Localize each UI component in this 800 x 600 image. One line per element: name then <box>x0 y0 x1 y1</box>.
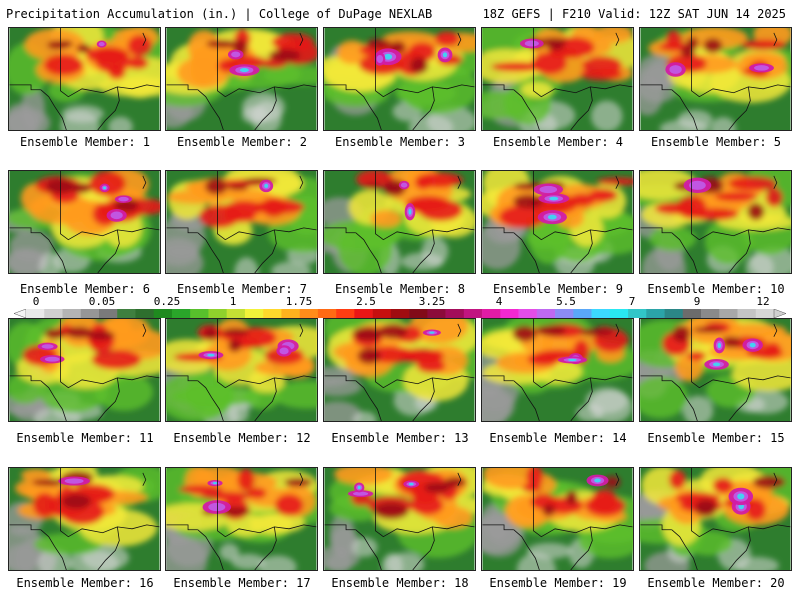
ensemble-member-map <box>481 27 634 131</box>
ensemble-member-caption: Ensemble Member: 9 <box>492 282 624 296</box>
colorbar-swatch <box>755 309 775 318</box>
ensemble-member-map <box>165 318 318 422</box>
ensemble-member-map <box>165 467 318 571</box>
ensemble-member-map <box>481 170 634 274</box>
legend-tick-label: 3.25 <box>418 295 446 308</box>
ensemble-member-map <box>323 27 476 131</box>
ensemble-member-map <box>639 27 792 131</box>
ensemble-member-map <box>323 467 476 571</box>
legend-tick-label: 0 <box>32 295 40 308</box>
colorbar-swatch <box>153 309 173 318</box>
ensemble-member-caption: Ensemble Member: 20 <box>647 576 785 590</box>
ensemble-member-map <box>639 170 792 274</box>
ensemble-member-caption: Ensemble Member: 5 <box>650 135 782 149</box>
legend-tick-label: 1 <box>229 295 237 308</box>
colorbar-swatch <box>646 309 665 318</box>
ensemble-member-caption: Ensemble Member: 17 <box>173 576 311 590</box>
colorbar-swatch <box>171 309 191 318</box>
ensemble-member-map <box>481 318 634 422</box>
ensemble-member-caption: Ensemble Member: 1 <box>19 135 151 149</box>
ensemble-member-caption: Ensemble Member: 2 <box>176 135 308 149</box>
colorbar-swatch <box>354 309 373 318</box>
colorbar-swatch <box>26 309 45 318</box>
colorbar-swatch <box>555 309 574 318</box>
ensemble-member-map <box>639 318 792 422</box>
legend-tick-label: 1.75 <box>285 295 313 308</box>
colorbar-swatch <box>628 309 647 318</box>
colorbar-swatch <box>518 309 538 318</box>
colorbar-swatch <box>372 309 392 318</box>
ensemble-member-caption: Ensemble Member: 6 <box>19 282 151 296</box>
ensemble-member-map <box>8 27 161 131</box>
colorbar-swatch <box>573 309 592 318</box>
ensemble-member-caption: Ensemble Member: 3 <box>334 135 466 149</box>
legend-tick-label: 9 <box>693 295 701 308</box>
ensemble-member-caption: Ensemble Member: 14 <box>489 431 627 445</box>
colorbar-swatch <box>281 309 300 318</box>
colorbar-swatch <box>226 309 246 318</box>
colorbar-swatch <box>409 309 428 318</box>
ensemble-member-caption: Ensemble Member: 18 <box>331 576 469 590</box>
legend-tick-label: 4 <box>495 295 503 308</box>
colorbar-swatch <box>500 309 519 318</box>
colorbar <box>14 309 786 318</box>
legend-tick-label: 0.25 <box>153 295 181 308</box>
ensemble-member-map <box>8 467 161 571</box>
legend-tick-label: 2.5 <box>356 295 376 308</box>
run-valid-time: 18Z GEFS | F210 Valid: 12Z SAT JUN 14 20… <box>482 7 786 21</box>
ensemble-member-map <box>323 318 476 422</box>
ensemble-member-map <box>639 467 792 571</box>
ensemble-member-map <box>323 170 476 274</box>
legend-tick-label: 12 <box>756 295 770 308</box>
colorbar-swatch <box>44 309 63 318</box>
ensemble-member-caption: Ensemble Member: 4 <box>492 135 624 149</box>
ensemble-member-caption: Ensemble Member: 11 <box>16 431 154 445</box>
legend-tick-label: 7 <box>628 295 636 308</box>
ensemble-member-caption: Ensemble Member: 16 <box>16 576 154 590</box>
colorbar-swatch <box>664 309 684 318</box>
colorbar-swatch <box>445 309 465 318</box>
colorbar-swatch <box>190 309 209 318</box>
colorbar-swatch <box>482 309 501 318</box>
ensemble-member-map <box>8 318 161 422</box>
colorbar-min-arrow <box>14 309 27 318</box>
colorbar-swatch <box>609 309 629 318</box>
colorbar-swatch <box>117 309 136 318</box>
colorbar-swatch <box>208 309 227 318</box>
colorbar-swatch <box>80 309 100 318</box>
colorbar-swatch <box>135 309 154 318</box>
colorbar-swatch <box>536 309 556 318</box>
colorbar-swatch <box>427 309 446 318</box>
colorbar-max-arrow <box>773 309 786 318</box>
ensemble-member-map <box>165 170 318 274</box>
ensemble-member-caption: Ensemble Member: 13 <box>331 431 469 445</box>
colorbar-swatch <box>390 309 410 318</box>
colorbar-swatch <box>62 309 82 318</box>
ensemble-member-caption: Ensemble Member: 15 <box>647 431 785 445</box>
colorbar-swatch <box>263 309 282 318</box>
ensemble-member-caption: Ensemble Member: 8 <box>334 282 466 296</box>
colorbar-swatch <box>317 309 337 318</box>
colorbar-swatch <box>98 309 118 318</box>
colorbar-swatch <box>737 309 757 318</box>
ensemble-member-caption: Ensemble Member: 7 <box>176 282 308 296</box>
ensemble-member-caption: Ensemble Member: 12 <box>173 431 311 445</box>
ensemble-member-caption: Ensemble Member: 19 <box>489 576 627 590</box>
colorbar-swatch <box>244 309 264 318</box>
colorbar-swatch <box>682 309 702 318</box>
chart-title: Precipitation Accumulation (in.) | Colle… <box>6 7 433 21</box>
colorbar-swatch <box>701 309 720 318</box>
colorbar-swatch <box>299 309 319 318</box>
legend-tick-label: 5.5 <box>556 295 576 308</box>
colorbar-swatch <box>591 309 611 318</box>
colorbar-swatch <box>336 309 355 318</box>
colorbar-swatch <box>463 309 483 318</box>
ensemble-member-caption: Ensemble Member: 10 <box>647 282 785 296</box>
colorbar-swatch <box>719 309 738 318</box>
ensemble-member-map <box>481 467 634 571</box>
ensemble-member-map <box>8 170 161 274</box>
ensemble-member-map <box>165 27 318 131</box>
legend-tick-label: 0.05 <box>88 295 116 308</box>
